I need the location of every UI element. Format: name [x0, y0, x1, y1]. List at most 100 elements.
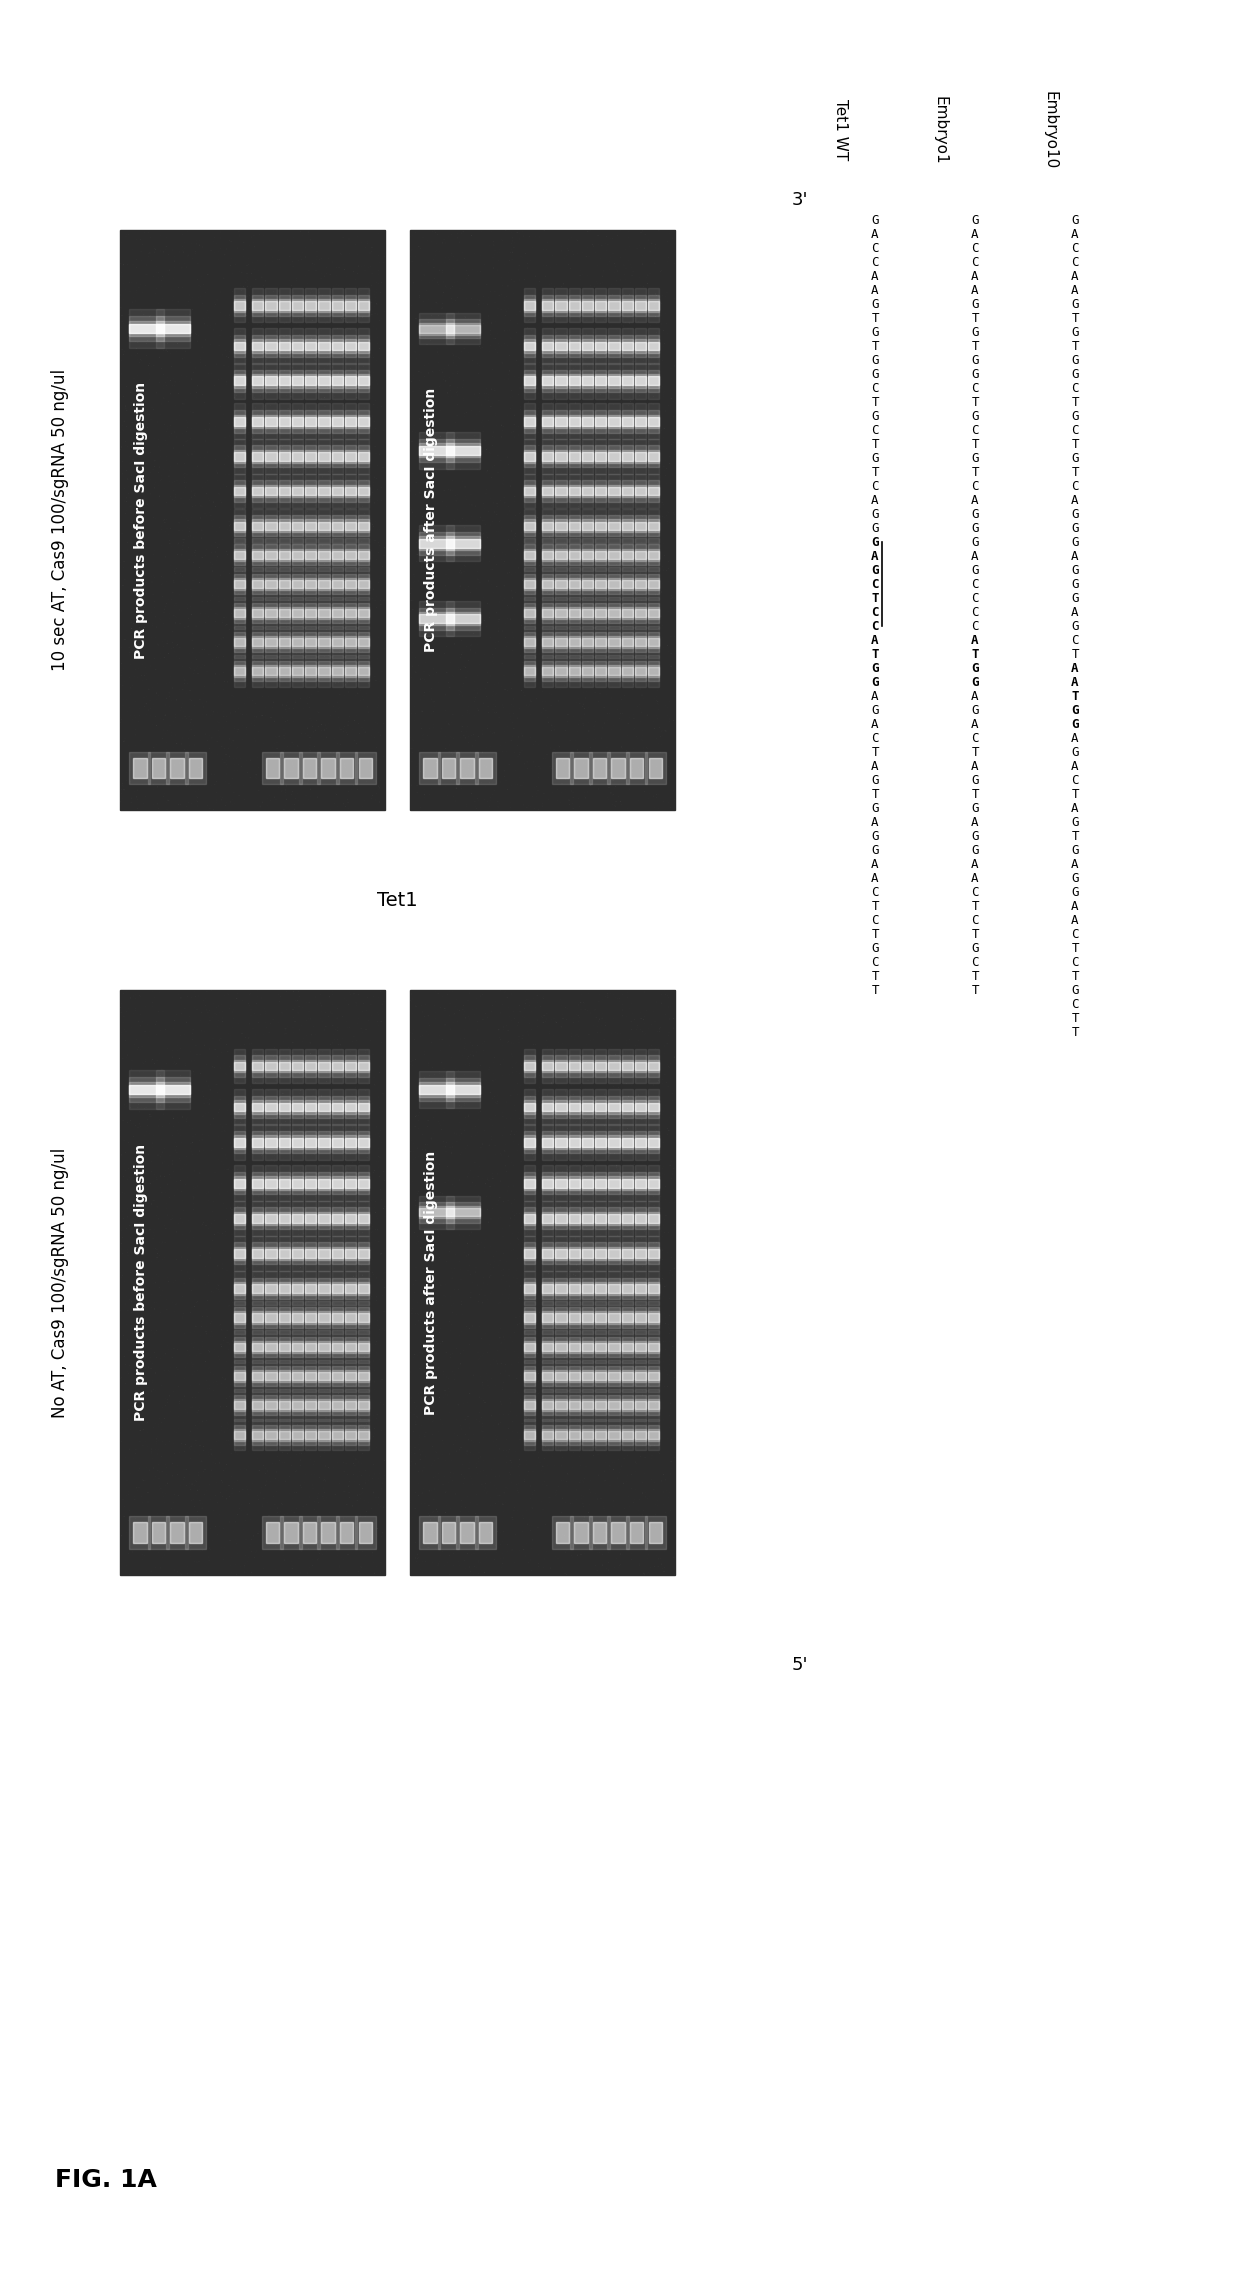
- Point: [120, 491, 140, 528]
- Point: [522, 1092, 542, 1128]
- Point: [636, 573, 656, 610]
- Point: [533, 316, 553, 353]
- Bar: [582, 403, 593, 439]
- Point: [490, 1090, 510, 1126]
- Point: [642, 628, 662, 664]
- Point: [665, 1172, 684, 1208]
- Point: [631, 1053, 651, 1090]
- Point: [330, 748, 350, 785]
- Point: [324, 562, 343, 598]
- Bar: [569, 655, 580, 687]
- Point: [520, 607, 539, 644]
- Point: [351, 1401, 371, 1438]
- Point: [417, 1442, 436, 1479]
- Point: [521, 307, 541, 344]
- Point: [136, 498, 156, 535]
- Point: [372, 287, 392, 323]
- Point: [113, 455, 133, 491]
- Point: [508, 1174, 528, 1210]
- Point: [584, 664, 604, 701]
- Point: [337, 580, 357, 617]
- Point: [630, 482, 650, 519]
- Point: [126, 758, 146, 794]
- Point: [661, 319, 681, 355]
- Point: [646, 435, 666, 471]
- Point: [187, 1354, 207, 1390]
- Point: [277, 603, 296, 639]
- Point: [448, 1390, 467, 1426]
- Point: [201, 708, 221, 744]
- Point: [252, 321, 272, 357]
- Point: [591, 1008, 611, 1044]
- Point: [143, 334, 162, 371]
- Point: [440, 1306, 460, 1342]
- Point: [562, 1240, 582, 1276]
- Point: [525, 1451, 544, 1488]
- Point: [259, 976, 279, 1012]
- Point: [467, 253, 487, 289]
- Bar: [305, 1372, 316, 1381]
- Point: [616, 573, 636, 610]
- Point: [477, 1283, 497, 1320]
- Point: [610, 403, 630, 439]
- Point: [424, 573, 444, 610]
- Point: [191, 500, 211, 537]
- Point: [641, 578, 661, 614]
- Point: [170, 1001, 190, 1037]
- Point: [296, 776, 316, 812]
- Point: [579, 462, 599, 498]
- Point: [130, 996, 150, 1033]
- Bar: [291, 1201, 303, 1235]
- Point: [368, 1301, 388, 1338]
- Point: [465, 783, 485, 819]
- Point: [533, 1194, 553, 1231]
- Point: [219, 601, 239, 637]
- Point: [476, 678, 496, 714]
- Point: [118, 1397, 138, 1433]
- Point: [552, 371, 572, 407]
- Point: [260, 698, 280, 735]
- Point: [130, 491, 150, 528]
- Point: [355, 1417, 374, 1454]
- Point: [604, 293, 624, 330]
- Point: [140, 1301, 160, 1338]
- Point: [594, 1547, 614, 1583]
- Point: [365, 460, 384, 496]
- Point: [405, 1188, 425, 1224]
- Point: [162, 1292, 182, 1329]
- Point: [188, 1292, 208, 1329]
- Point: [260, 503, 280, 539]
- Point: [331, 785, 351, 821]
- Point: [113, 733, 133, 769]
- Point: [113, 1203, 133, 1240]
- Point: [410, 1183, 430, 1219]
- Point: [187, 1447, 207, 1483]
- Point: [331, 432, 351, 469]
- Point: [285, 296, 305, 332]
- Bar: [621, 1313, 632, 1322]
- Point: [568, 489, 588, 526]
- Point: [558, 1033, 578, 1069]
- Point: [231, 1035, 250, 1072]
- Point: [455, 1342, 475, 1379]
- Point: [327, 1520, 347, 1556]
- Point: [552, 457, 572, 494]
- Point: [603, 421, 622, 457]
- Point: [554, 1247, 574, 1283]
- Point: [408, 1322, 428, 1358]
- Point: [350, 337, 370, 373]
- Point: [605, 471, 625, 507]
- Point: [520, 1133, 539, 1169]
- Bar: [556, 1399, 567, 1410]
- Point: [236, 1124, 255, 1160]
- Point: [325, 1228, 345, 1265]
- Point: [182, 785, 202, 821]
- Point: [435, 239, 455, 275]
- Point: [531, 1219, 551, 1256]
- Point: [590, 516, 610, 553]
- Point: [233, 1021, 253, 1058]
- Point: [223, 384, 243, 421]
- Point: [304, 1247, 324, 1283]
- Point: [212, 410, 232, 446]
- Point: [155, 1508, 175, 1545]
